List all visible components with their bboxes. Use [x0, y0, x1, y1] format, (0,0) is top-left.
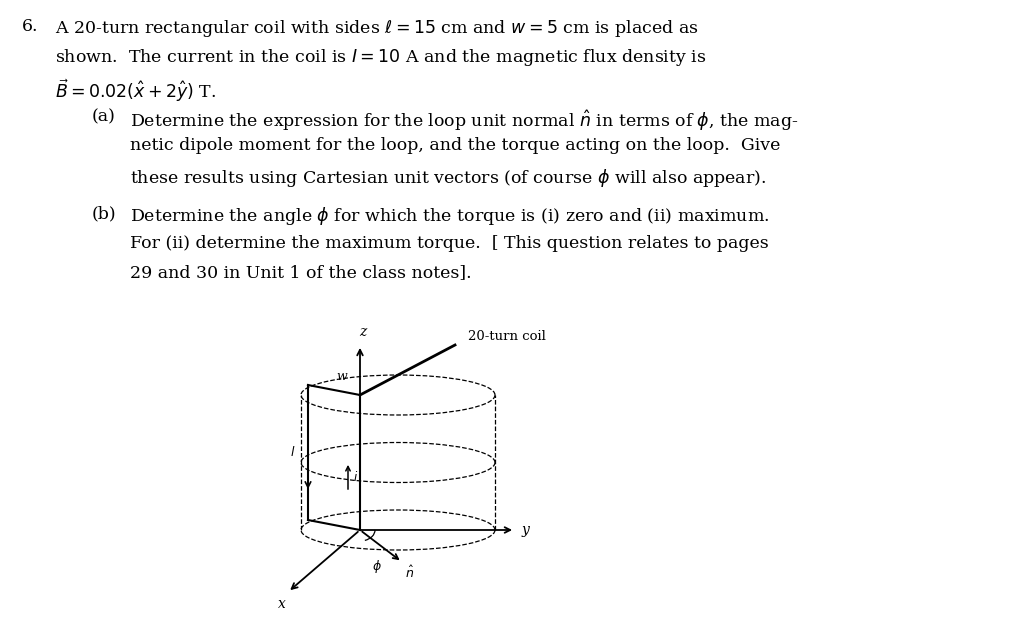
Text: $\vec{B} = 0.02(\hat{x} + 2\hat{y})$ T.: $\vec{B} = 0.02(\hat{x} + 2\hat{y})$ T. — [55, 77, 216, 103]
Text: Determine the angle $\phi$ for which the torque is (i) zero and (ii) maximum.: Determine the angle $\phi$ for which the… — [130, 205, 769, 227]
Text: A 20-turn rectangular coil with sides $\ell = 15$ cm and $w = 5$ cm is placed as: A 20-turn rectangular coil with sides $\… — [55, 18, 698, 39]
Text: these results using Cartesian unit vectors (of course $\phi$ will also appear).: these results using Cartesian unit vecto… — [130, 167, 766, 189]
Text: Determine the expression for the loop unit normal $\hat{n}$ in terms of $\phi$, : Determine the expression for the loop un… — [130, 108, 799, 133]
Text: For (ii) determine the maximum torque.  [ This question relates to pages: For (ii) determine the maximum torque. [… — [130, 235, 769, 252]
Text: w: w — [337, 370, 347, 383]
Text: $l$: $l$ — [290, 445, 295, 459]
Text: 29 and 30 in Unit 1 of the class notes].: 29 and 30 in Unit 1 of the class notes]. — [130, 264, 472, 281]
Text: (a): (a) — [92, 108, 116, 125]
Text: $\hat{n}$: $\hat{n}$ — [406, 565, 414, 581]
Text: $\phi$: $\phi$ — [372, 558, 382, 575]
Text: x: x — [279, 597, 286, 611]
Text: 6.: 6. — [22, 18, 39, 35]
Text: $i$: $i$ — [353, 470, 358, 484]
Text: 20-turn coil: 20-turn coil — [468, 330, 546, 343]
Text: netic dipole moment for the loop, and the torque acting on the loop.  Give: netic dipole moment for the loop, and th… — [130, 137, 780, 154]
Text: shown.  The current in the coil is $I = 10$ A and the magnetic flux density is: shown. The current in the coil is $I = 1… — [55, 47, 707, 68]
Text: y: y — [522, 523, 529, 537]
Text: z: z — [359, 325, 367, 339]
Text: (b): (b) — [92, 205, 117, 222]
